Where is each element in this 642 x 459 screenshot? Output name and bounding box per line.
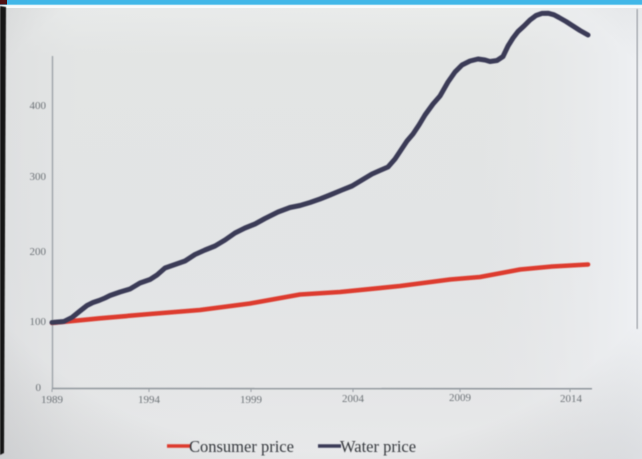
- svg-text:2009: 2009: [449, 392, 472, 404]
- svg-text:Consumer price: Consumer price: [189, 437, 294, 456]
- svg-text:1999: 1999: [240, 394, 263, 406]
- svg-text:1989: 1989: [41, 394, 64, 406]
- svg-text:400: 400: [30, 100, 47, 112]
- svg-text:200: 200: [30, 246, 47, 258]
- svg-text:0: 0: [36, 382, 42, 394]
- svg-text:100: 100: [30, 316, 47, 328]
- svg-text:300: 300: [30, 171, 47, 183]
- svg-text:1994: 1994: [138, 394, 161, 406]
- svg-text:Water price: Water price: [340, 437, 416, 456]
- svg-text:2004: 2004: [342, 393, 365, 405]
- svg-text:2014: 2014: [560, 393, 583, 405]
